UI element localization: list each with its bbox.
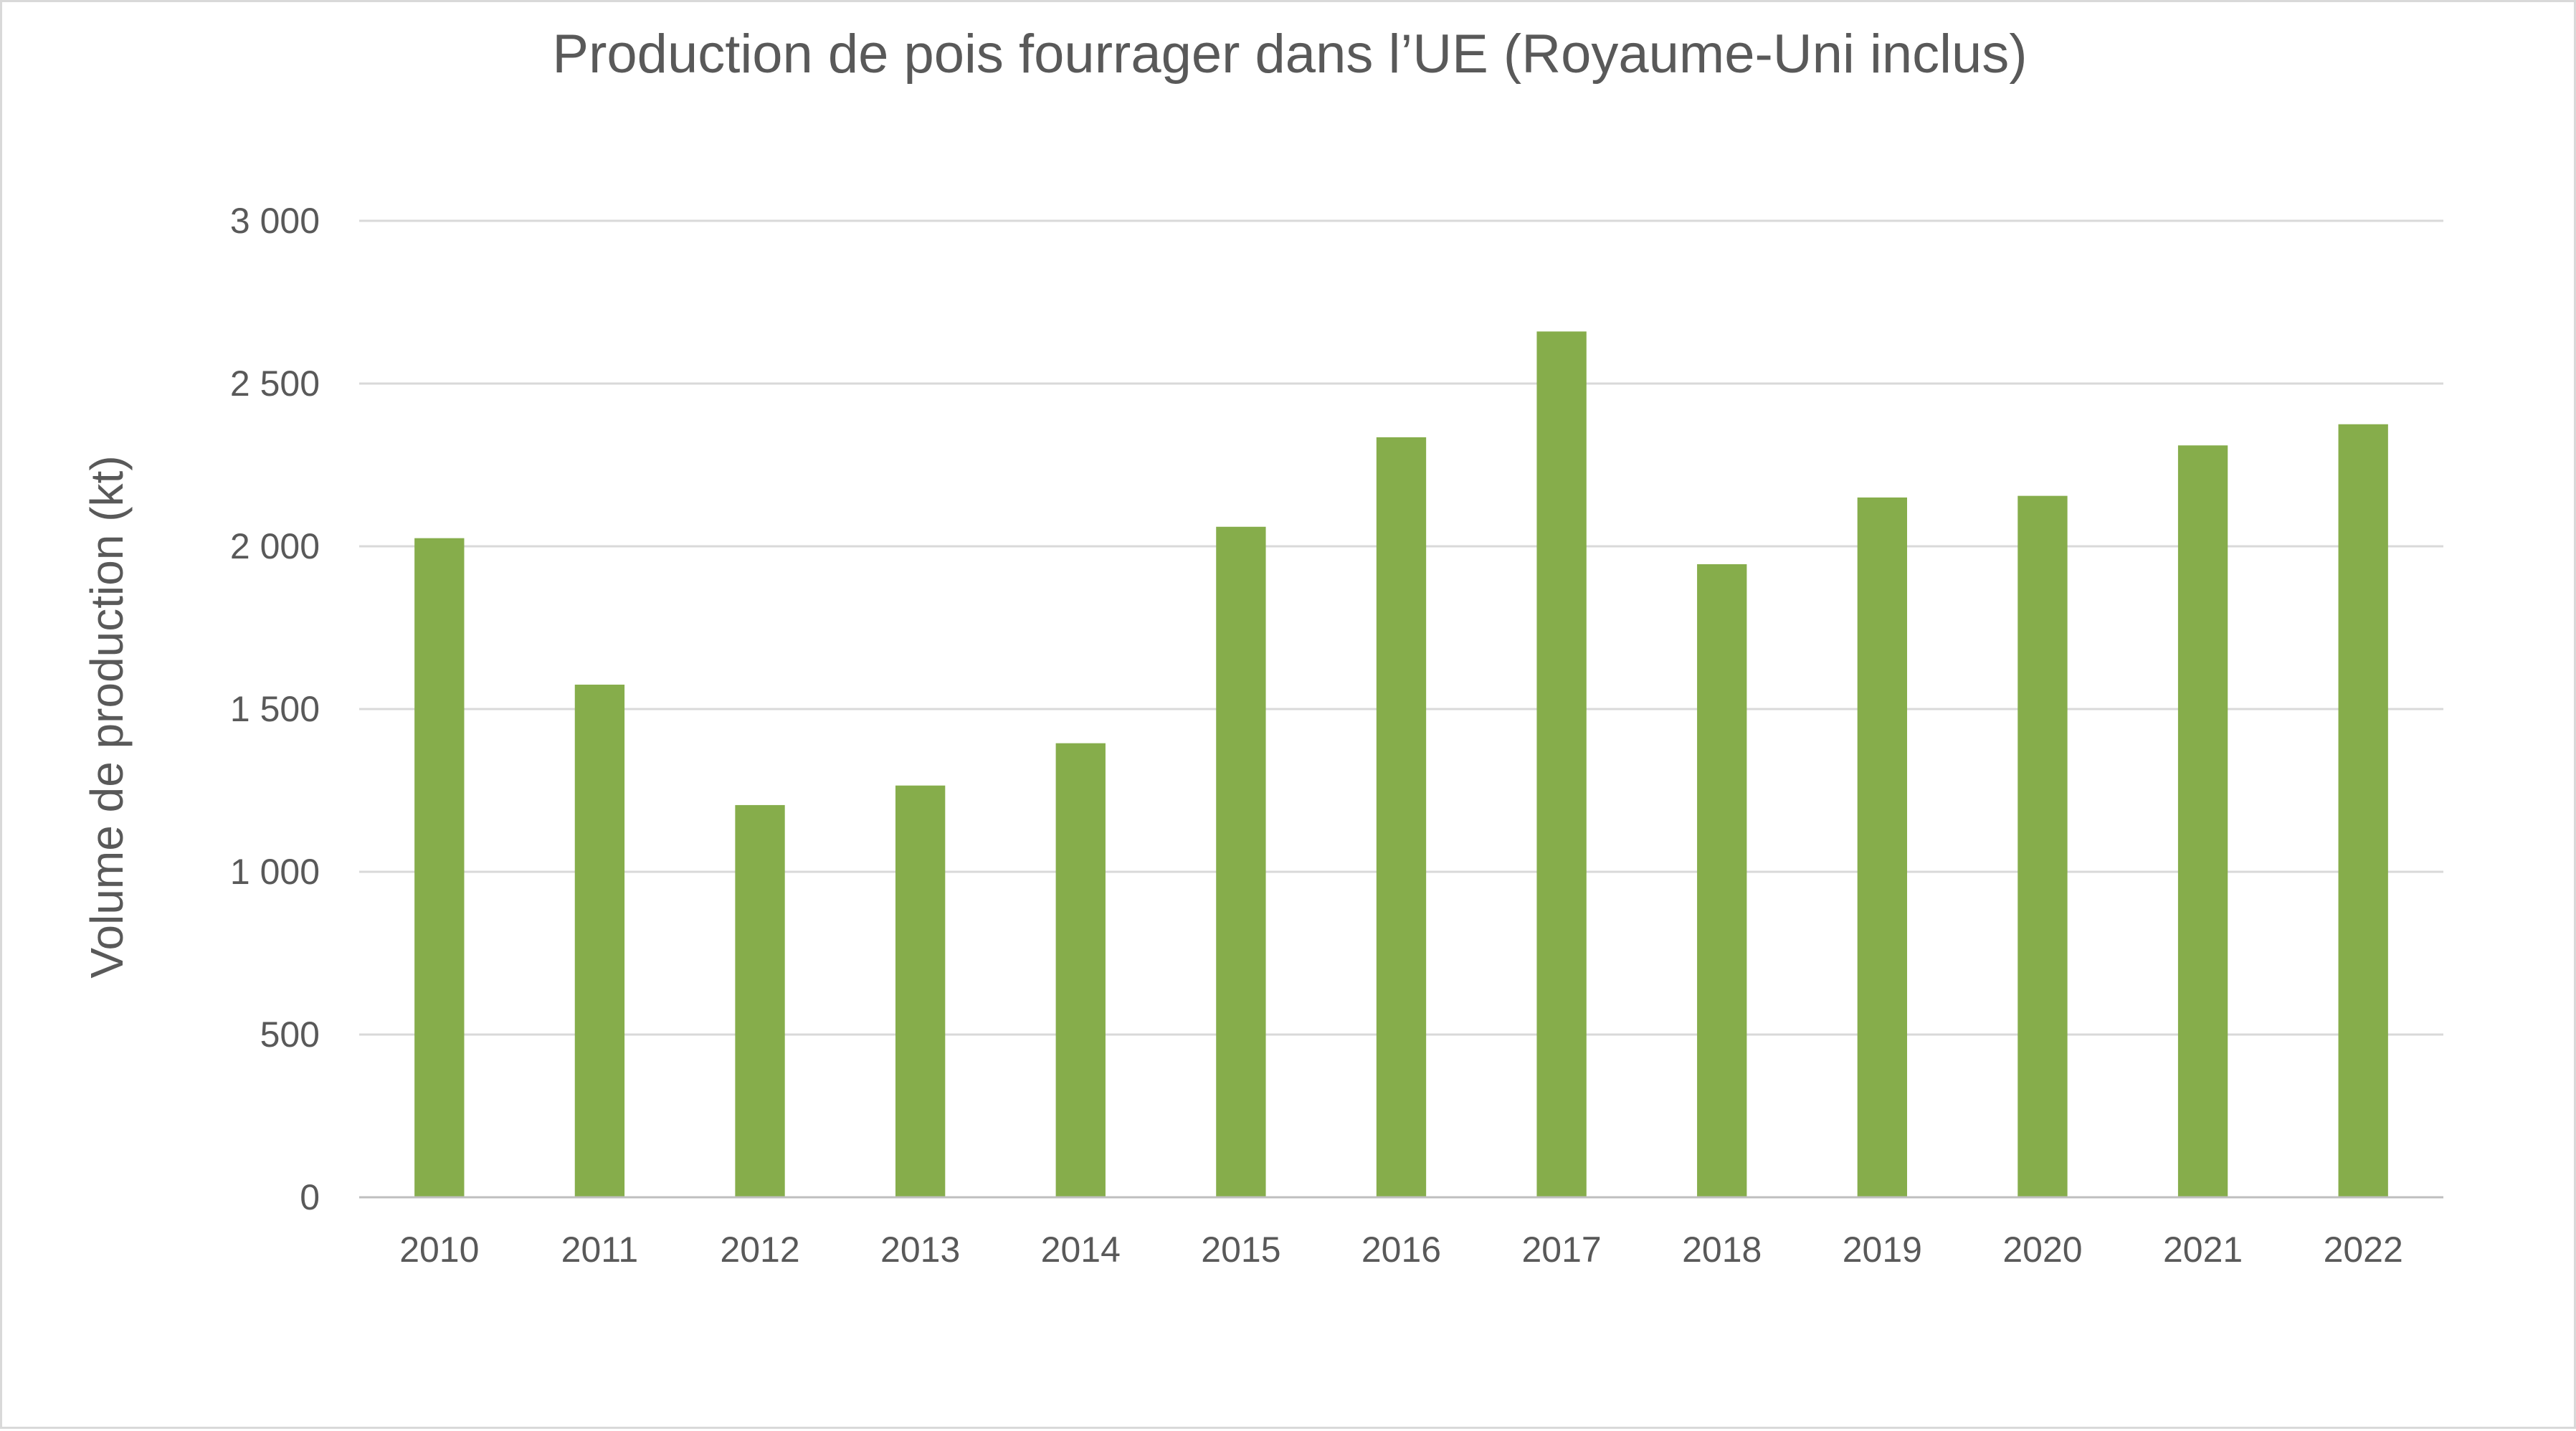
y-tick-label-1500: 1 500 — [230, 689, 320, 729]
bar-2020 — [2017, 495, 2068, 1197]
x-tick-label-2020: 2020 — [2002, 1230, 2082, 1270]
bar-2018 — [1697, 564, 1747, 1197]
y-tick-label-500: 500 — [260, 1014, 320, 1055]
bar-2015 — [1216, 526, 1266, 1197]
x-tick-label-2017: 2017 — [1521, 1230, 1601, 1270]
x-tick-label-2015: 2015 — [1201, 1230, 1280, 1270]
bar-2017 — [1536, 331, 1587, 1197]
x-tick-label-2012: 2012 — [720, 1230, 799, 1270]
bar-2013 — [895, 785, 946, 1197]
x-tick-label-2016: 2016 — [1361, 1230, 1441, 1270]
y-tick-label-3000: 3 000 — [230, 201, 320, 241]
bar-2012 — [735, 804, 785, 1197]
x-axis-ticks: 2010 2011 2012 2013 2014 2015 2016 2017 2018 2019… — [399, 1230, 2403, 1270]
bar-2022 — [2338, 424, 2388, 1197]
x-tick-label-2013: 2013 — [880, 1230, 960, 1270]
x-tick-label-2019: 2019 — [1843, 1230, 1922, 1270]
y-tick-label-1000: 1 000 — [230, 852, 320, 892]
bar-2011 — [574, 684, 625, 1197]
x-tick-label-2014: 2014 — [1041, 1230, 1121, 1270]
y-tick-label-2000: 2 000 — [230, 526, 320, 566]
x-tick-label-2018: 2018 — [1682, 1230, 1762, 1270]
chart-title: Production de pois fourrager dans l’UE (… — [552, 24, 2027, 85]
y-tick-label-0: 0 — [300, 1177, 320, 1217]
bar-2019 — [1857, 497, 1908, 1197]
x-tick-label-2021: 2021 — [2163, 1230, 2243, 1270]
bar-2021 — [2177, 445, 2228, 1197]
x-tick-label-2022: 2022 — [2324, 1230, 2403, 1270]
y-tick-label-2500: 2 500 — [230, 363, 320, 404]
bar-2010 — [414, 538, 465, 1197]
y-axis-ticks: 0 500 1 000 1 500 2 000 2 500 3 000 — [230, 201, 320, 1217]
y-axis-label: Volume de production (kt) — [81, 455, 133, 978]
bars — [414, 331, 2388, 1198]
x-tick-label-2011: 2011 — [561, 1230, 639, 1270]
bar-2014 — [1055, 743, 1106, 1197]
bar-2016 — [1376, 437, 1427, 1198]
x-tick-label-2010: 2010 — [399, 1230, 479, 1270]
